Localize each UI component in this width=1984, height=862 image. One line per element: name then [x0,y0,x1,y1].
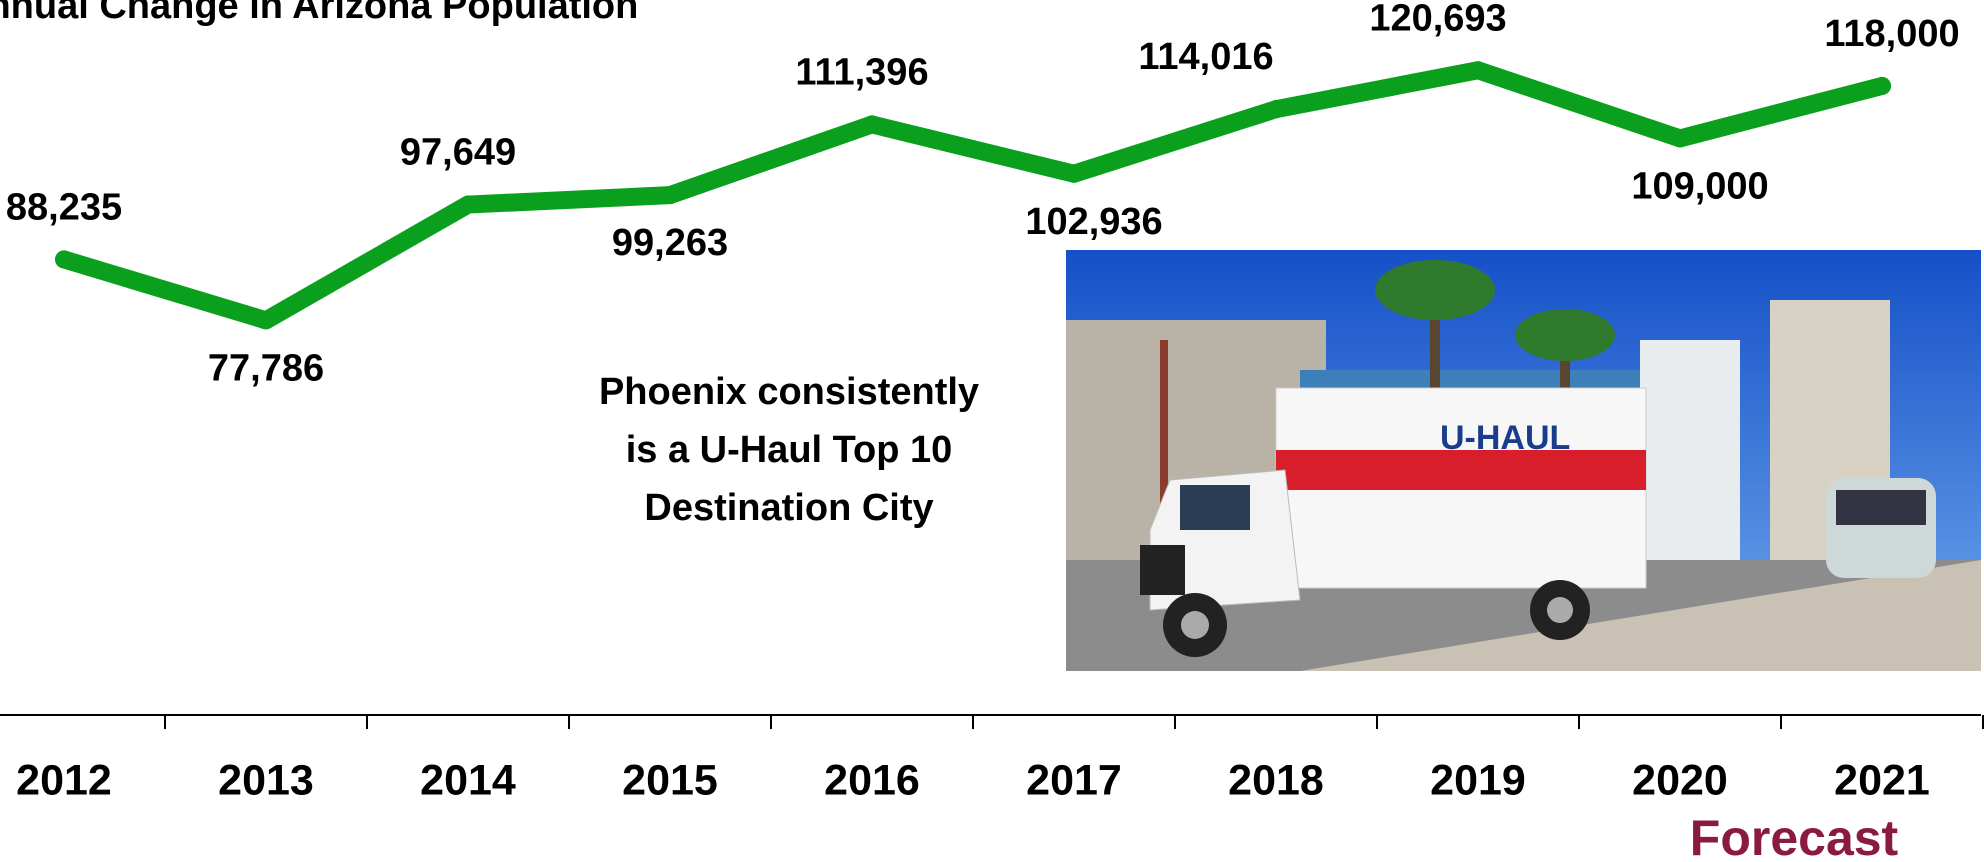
x-tick-label: 2012 [16,756,112,804]
data-point [459,195,477,214]
data-label: 102,936 [1025,201,1162,243]
data-point [661,186,679,205]
data-label: 99,263 [612,222,728,264]
data-label: 88,235 [6,186,122,228]
data-point [257,311,275,330]
x-tick-label: 2014 [420,756,516,804]
data-label: 118,000 [1824,13,1959,55]
data-point [55,250,73,269]
x-tick-label: 2018 [1228,756,1324,804]
photo-label: U-HAUL [1440,419,1570,457]
data-label: 120,693 [1369,0,1506,39]
forecast-label: Forecast [1690,810,1899,862]
annotation: Destination City [644,487,933,529]
data-point [1469,61,1487,80]
x-tick-label: 2016 [824,756,920,804]
x-tick-label: 2015 [622,756,718,804]
x-tick-label: 2019 [1430,756,1526,804]
data-label: 111,396 [795,51,928,93]
photo [1066,250,1981,671]
x-tick-label: 2021 [1834,756,1930,804]
data-label: 77,786 [208,347,324,389]
x-tick-label: 2013 [218,756,314,804]
data-label: 97,649 [400,132,516,174]
data-point [1873,76,1891,95]
chart-title: Annual Change in Arizona Population [0,0,638,27]
annotation: is a U-Haul Top 10 [626,429,953,471]
data-point [1267,100,1285,119]
data-label: 109,000 [1631,165,1768,207]
data-point [863,115,881,134]
annotation: Phoenix consistently [599,371,979,413]
x-tick-label: 2020 [1632,756,1728,804]
data-line [55,61,1891,330]
data-label: 114,016 [1138,36,1273,78]
x-tick-label: 2017 [1026,756,1122,804]
data-point [1065,164,1083,183]
data-point [1671,129,1689,148]
